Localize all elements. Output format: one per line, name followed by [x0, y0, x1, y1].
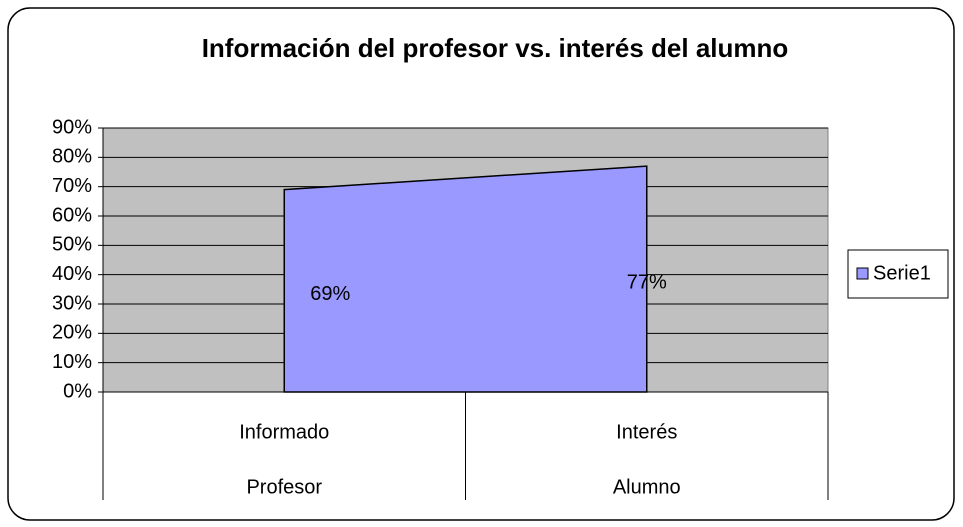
y-tick-label: 20% — [52, 322, 92, 344]
y-tick-label: 60% — [52, 204, 92, 226]
y-tick-label: 10% — [52, 351, 92, 373]
x-group-label: Profesor — [246, 476, 322, 498]
chart-title: Información del profesor vs. interés del… — [202, 33, 789, 63]
data-label: 69% — [310, 283, 350, 305]
legend-swatch — [856, 267, 869, 280]
y-tick-label: 30% — [52, 292, 92, 314]
y-tick-label: 90% — [52, 116, 92, 138]
x-tick-label: Informado — [239, 421, 329, 443]
x-tick-label: Interés — [616, 421, 677, 443]
area — [283, 165, 648, 393]
data-label: 77% — [627, 271, 667, 293]
y-tick-label: 40% — [52, 263, 92, 285]
y-tick-label: 70% — [52, 175, 92, 197]
y-tick-label: 0% — [63, 380, 92, 402]
legend-label: Serie1 — [873, 262, 931, 284]
y-tick-label: 50% — [52, 234, 92, 256]
y-tick-label: 80% — [52, 146, 92, 168]
x-group-label: Alumno — [613, 476, 681, 498]
